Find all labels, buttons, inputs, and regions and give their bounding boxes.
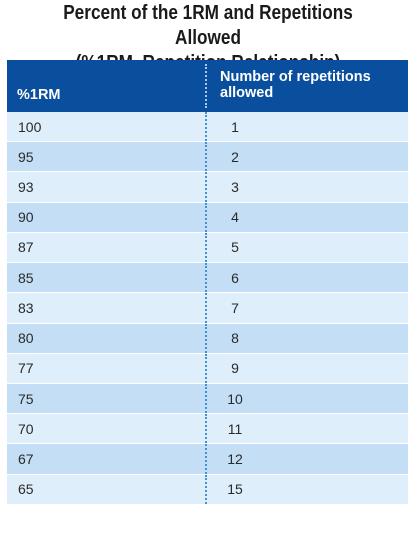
header-repetitions: Number of repetitions allowed xyxy=(220,69,371,101)
column-divider xyxy=(205,232,207,263)
column-divider xyxy=(205,474,207,504)
column-divider xyxy=(205,383,207,414)
table-row: 77 9 xyxy=(7,353,408,384)
cell-repetitions: 8 xyxy=(231,330,239,347)
column-divider xyxy=(205,293,207,323)
table-row: 93 3 xyxy=(7,172,408,203)
table-title-line1: Percent of the 1RM and Repetitions Allow… xyxy=(63,2,353,49)
cell-percent-1rm: 87 xyxy=(18,239,34,256)
cell-percent-1rm: 70 xyxy=(18,420,34,437)
table-row: 85 6 xyxy=(7,263,408,294)
column-divider xyxy=(205,142,207,172)
table-row: 83 7 xyxy=(7,293,408,324)
cell-repetitions: 6 xyxy=(231,269,239,286)
cell-repetitions: 7 xyxy=(231,299,239,316)
column-divider xyxy=(205,444,207,474)
header-column-divider xyxy=(205,64,207,108)
cell-percent-1rm: 67 xyxy=(18,451,34,468)
table-header: %1RM Number of repetitions allowed xyxy=(7,60,408,112)
cell-percent-1rm: 100 xyxy=(18,118,42,135)
table-row: 95 2 xyxy=(7,142,408,173)
table-row: 70 11 xyxy=(7,414,408,445)
table-row: 90 4 xyxy=(7,202,408,233)
cell-percent-1rm: 65 xyxy=(18,481,34,498)
cell-repetitions: 9 xyxy=(231,360,239,377)
cell-repetitions: 11 xyxy=(227,420,243,437)
cell-repetitions: 5 xyxy=(231,239,239,256)
table-row: 67 12 xyxy=(7,444,408,475)
cell-percent-1rm: 95 xyxy=(18,148,34,165)
header-percent-1rm: %1RM xyxy=(17,87,61,103)
column-divider xyxy=(205,323,207,353)
cell-percent-1rm: 83 xyxy=(18,299,34,316)
column-divider xyxy=(205,202,207,232)
column-divider xyxy=(205,263,207,293)
cell-percent-1rm: 90 xyxy=(18,209,34,226)
cell-percent-1rm: 75 xyxy=(18,390,34,407)
table-row: 75 10 xyxy=(7,383,408,415)
table-row: 80 8 xyxy=(7,323,408,354)
cell-repetitions: 15 xyxy=(227,481,243,498)
column-divider xyxy=(205,112,207,142)
cell-percent-1rm: 85 xyxy=(18,269,34,286)
table-row: 65 15 xyxy=(7,474,408,505)
rm-repetition-table: %1RM Number of repetitions allowed 100 1 9… xyxy=(7,60,408,505)
column-divider xyxy=(205,414,207,444)
column-divider xyxy=(205,353,207,383)
cell-percent-1rm: 80 xyxy=(18,330,34,347)
cell-repetitions: 2 xyxy=(231,148,239,165)
table-row: 87 5 xyxy=(7,232,408,264)
table-row: 100 1 xyxy=(7,112,408,143)
table-body: 100 1 95 2 93 3 90 4 87 5 85 6 83 7 80 8 77 9 75 10 70 11 67 12… xyxy=(7,112,408,505)
cell-repetitions: 10 xyxy=(227,390,243,407)
cell-repetitions: 1 xyxy=(231,118,239,135)
cell-percent-1rm: 93 xyxy=(18,179,34,196)
cell-repetitions: 3 xyxy=(231,179,239,196)
cell-percent-1rm: 77 xyxy=(18,360,34,377)
cell-repetitions: 4 xyxy=(231,209,239,226)
cell-repetitions: 12 xyxy=(227,451,243,468)
column-divider xyxy=(205,172,207,202)
